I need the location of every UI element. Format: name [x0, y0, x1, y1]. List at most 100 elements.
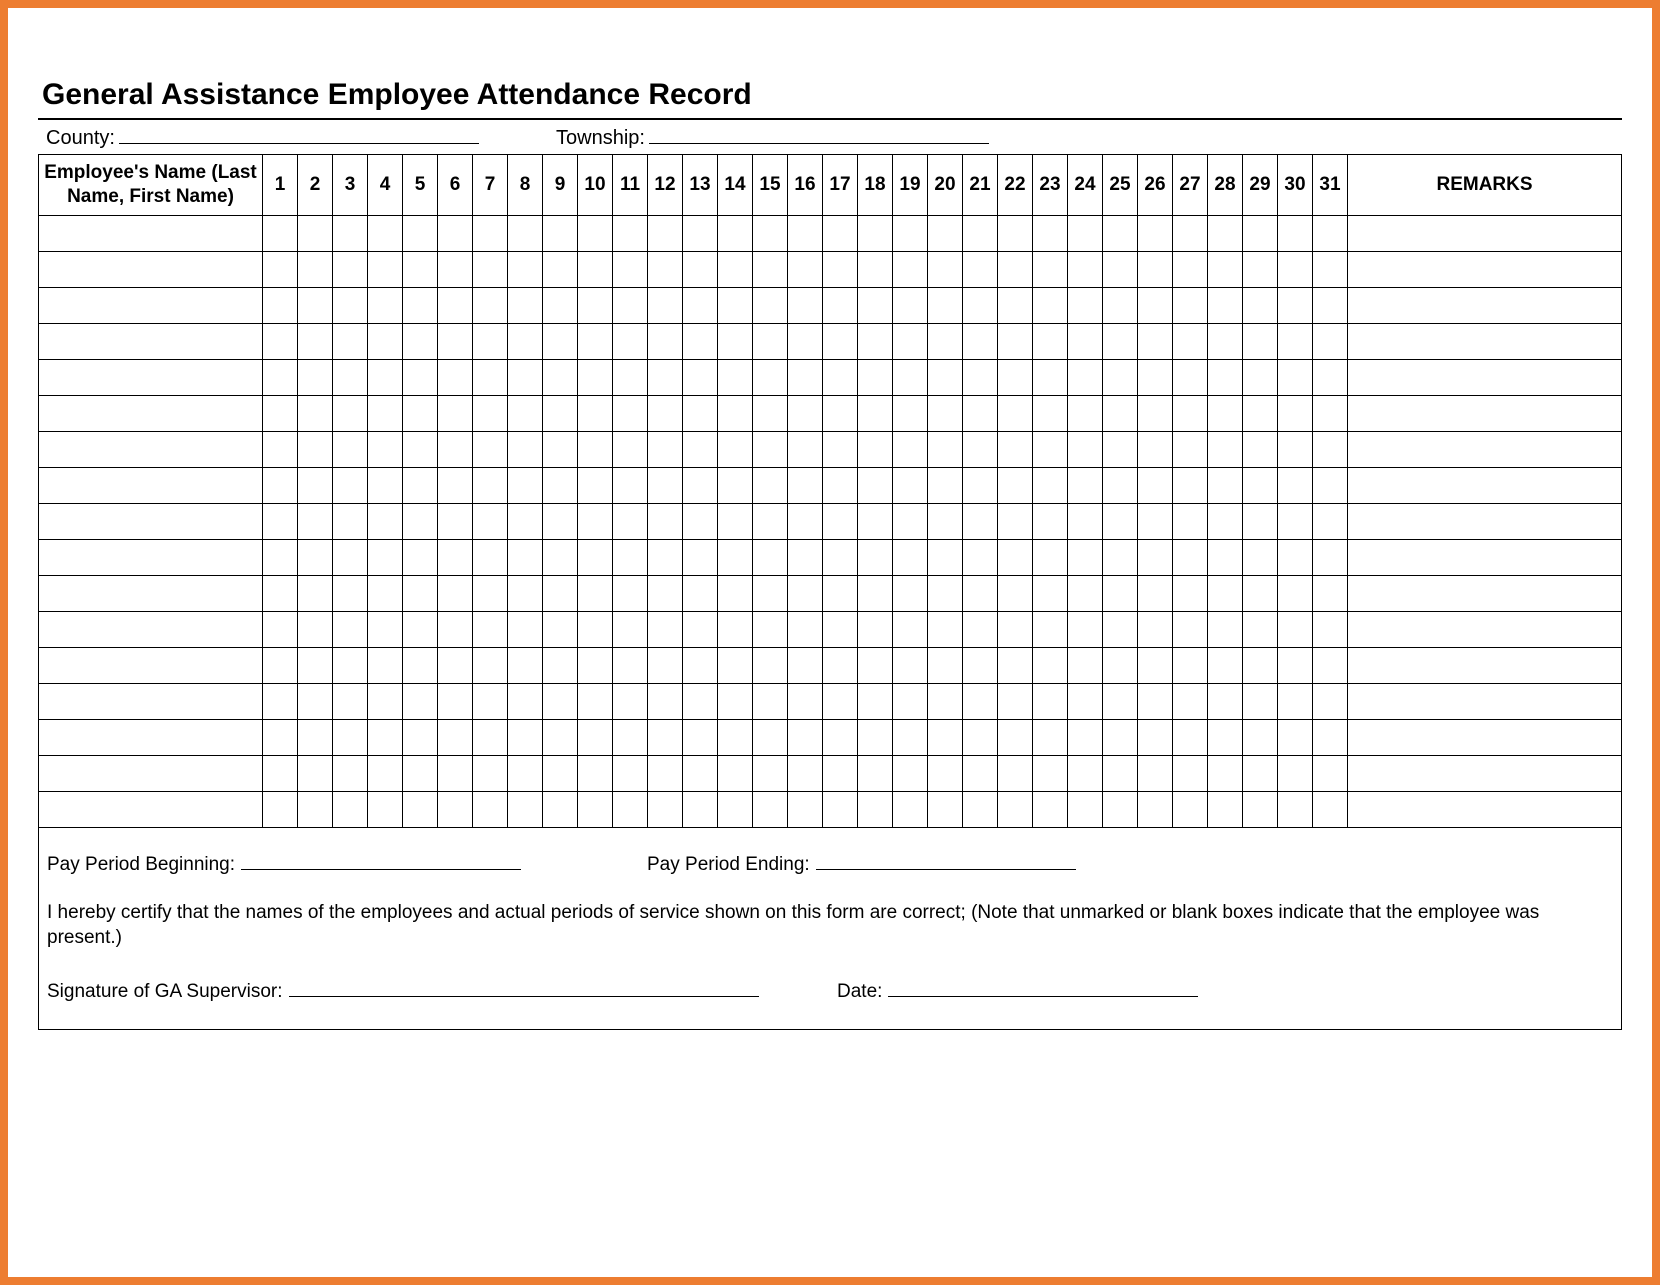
cell-day[interactable]	[403, 467, 438, 503]
cell-day[interactable]	[1138, 467, 1173, 503]
cell-day[interactable]	[1138, 323, 1173, 359]
cell-day[interactable]	[473, 719, 508, 755]
cell-day[interactable]	[1208, 611, 1243, 647]
cell-day[interactable]	[1103, 755, 1138, 791]
cell-day[interactable]	[298, 791, 333, 827]
cell-remarks[interactable]	[1348, 395, 1622, 431]
cell-day[interactable]	[683, 755, 718, 791]
cell-day[interactable]	[1068, 791, 1103, 827]
cell-day[interactable]	[543, 287, 578, 323]
cell-day[interactable]	[823, 683, 858, 719]
cell-day[interactable]	[858, 251, 893, 287]
cell-day[interactable]	[473, 251, 508, 287]
cell-day[interactable]	[928, 755, 963, 791]
cell-day[interactable]	[508, 683, 543, 719]
cell-day[interactable]	[1068, 215, 1103, 251]
cell-day[interactable]	[508, 503, 543, 539]
cell-day[interactable]	[893, 791, 928, 827]
cell-day[interactable]	[718, 791, 753, 827]
cell-day[interactable]	[963, 251, 998, 287]
cell-day[interactable]	[1208, 575, 1243, 611]
cell-day[interactable]	[578, 575, 613, 611]
cell-day[interactable]	[648, 683, 683, 719]
cell-day[interactable]	[1068, 503, 1103, 539]
cell-day[interactable]	[648, 647, 683, 683]
cell-day[interactable]	[963, 791, 998, 827]
cell-day[interactable]	[823, 467, 858, 503]
cell-day[interactable]	[1068, 539, 1103, 575]
cell-day[interactable]	[1278, 683, 1313, 719]
cell-day[interactable]	[298, 539, 333, 575]
cell-day[interactable]	[648, 323, 683, 359]
cell-day[interactable]	[1313, 539, 1348, 575]
cell-day[interactable]	[1313, 359, 1348, 395]
cell-day[interactable]	[438, 755, 473, 791]
cell-day[interactable]	[438, 251, 473, 287]
cell-day[interactable]	[613, 287, 648, 323]
cell-day[interactable]	[893, 431, 928, 467]
cell-day[interactable]	[648, 791, 683, 827]
cell-day[interactable]	[1033, 323, 1068, 359]
cell-day[interactable]	[858, 467, 893, 503]
cell-day[interactable]	[263, 791, 298, 827]
cell-day[interactable]	[788, 539, 823, 575]
cell-day[interactable]	[893, 539, 928, 575]
cell-day[interactable]	[788, 431, 823, 467]
cell-name[interactable]	[39, 683, 263, 719]
cell-day[interactable]	[543, 539, 578, 575]
cell-day[interactable]	[1103, 251, 1138, 287]
cell-day[interactable]	[1278, 323, 1313, 359]
cell-day[interactable]	[578, 395, 613, 431]
cell-day[interactable]	[683, 647, 718, 683]
cell-day[interactable]	[473, 359, 508, 395]
cell-day[interactable]	[963, 755, 998, 791]
cell-day[interactable]	[963, 611, 998, 647]
cell-day[interactable]	[1068, 431, 1103, 467]
cell-day[interactable]	[1138, 503, 1173, 539]
cell-day[interactable]	[753, 287, 788, 323]
cell-day[interactable]	[893, 719, 928, 755]
cell-day[interactable]	[998, 287, 1033, 323]
cell-day[interactable]	[1208, 395, 1243, 431]
cell-day[interactable]	[648, 395, 683, 431]
cell-day[interactable]	[963, 323, 998, 359]
cell-day[interactable]	[368, 359, 403, 395]
cell-day[interactable]	[1103, 215, 1138, 251]
cell-day[interactable]	[683, 251, 718, 287]
cell-day[interactable]	[823, 539, 858, 575]
cell-day[interactable]	[1033, 647, 1068, 683]
cell-day[interactable]	[1068, 287, 1103, 323]
cell-day[interactable]	[508, 251, 543, 287]
cell-day[interactable]	[1068, 647, 1103, 683]
cell-day[interactable]	[928, 395, 963, 431]
cell-day[interactable]	[998, 215, 1033, 251]
cell-day[interactable]	[1313, 575, 1348, 611]
cell-day[interactable]	[963, 719, 998, 755]
cell-day[interactable]	[578, 287, 613, 323]
cell-day[interactable]	[1243, 323, 1278, 359]
cell-day[interactable]	[1313, 647, 1348, 683]
cell-day[interactable]	[858, 539, 893, 575]
cell-day[interactable]	[508, 215, 543, 251]
cell-day[interactable]	[578, 431, 613, 467]
cell-day[interactable]	[858, 647, 893, 683]
cell-day[interactable]	[963, 503, 998, 539]
cell-day[interactable]	[718, 539, 753, 575]
cell-day[interactable]	[788, 791, 823, 827]
cell-day[interactable]	[1103, 539, 1138, 575]
cell-name[interactable]	[39, 611, 263, 647]
cell-remarks[interactable]	[1348, 575, 1622, 611]
cell-day[interactable]	[648, 467, 683, 503]
cell-day[interactable]	[648, 719, 683, 755]
cell-day[interactable]	[928, 359, 963, 395]
cell-day[interactable]	[1313, 503, 1348, 539]
cell-day[interactable]	[613, 575, 648, 611]
cell-day[interactable]	[683, 431, 718, 467]
cell-day[interactable]	[963, 215, 998, 251]
cell-day[interactable]	[718, 647, 753, 683]
cell-day[interactable]	[368, 215, 403, 251]
cell-day[interactable]	[1173, 503, 1208, 539]
cell-day[interactable]	[1278, 611, 1313, 647]
cell-day[interactable]	[1033, 359, 1068, 395]
cell-day[interactable]	[963, 431, 998, 467]
